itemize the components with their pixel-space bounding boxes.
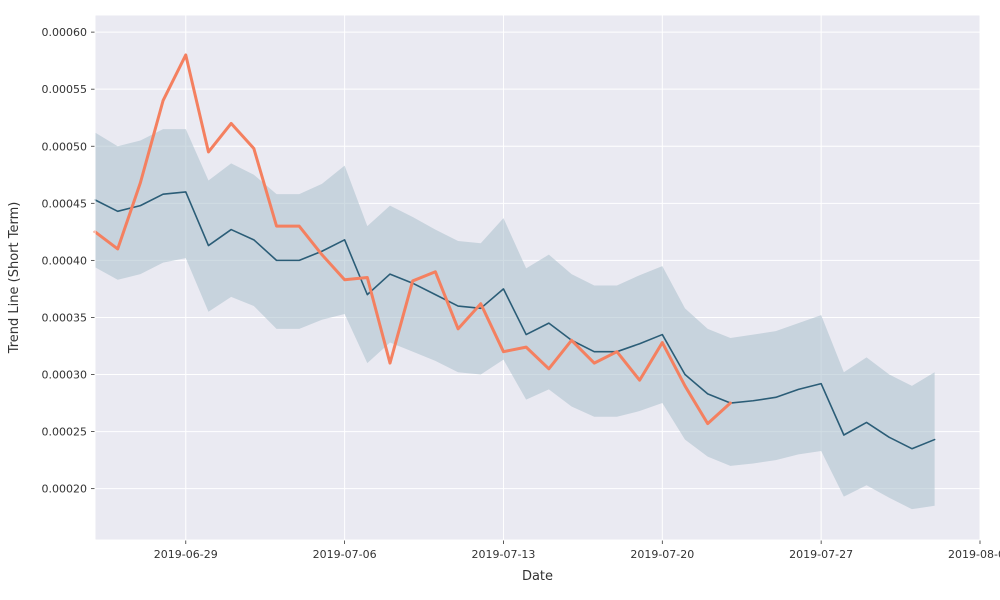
x-tick-label: 2019-08-03 [948,548,1000,561]
y-tick-label: 0.00035 [42,311,88,324]
x-tick-label: 2019-07-06 [313,548,377,561]
y-tick-label: 0.00025 [42,426,88,439]
x-tick-label: 2019-07-27 [789,548,853,561]
trend-chart: 2019-06-29 2019-07-06 2019-07-13 2019-07-20… [0,0,1000,600]
chart-svg: 2019-06-29 2019-07-06 2019-07-13 2019-07-20… [0,0,1000,600]
x-tick-label: 2019-07-20 [630,548,694,561]
y-tick-label: 0.00020 [42,483,88,496]
y-tick-label: 0.00040 [42,254,88,267]
y-tick-label: 0.00030 [42,369,88,382]
y-axis-label: Trend Line (Short Term) [7,202,22,355]
x-tick-label: 2019-06-29 [154,548,218,561]
y-tick-label: 0.00045 [42,197,88,210]
y-tick-label: 0.00050 [42,140,88,153]
y-tick-label: 0.00060 [42,26,88,39]
x-tick-label: 2019-07-13 [471,548,535,561]
x-axis-label: Date [522,569,553,584]
y-tick-label: 0.00055 [42,83,88,96]
